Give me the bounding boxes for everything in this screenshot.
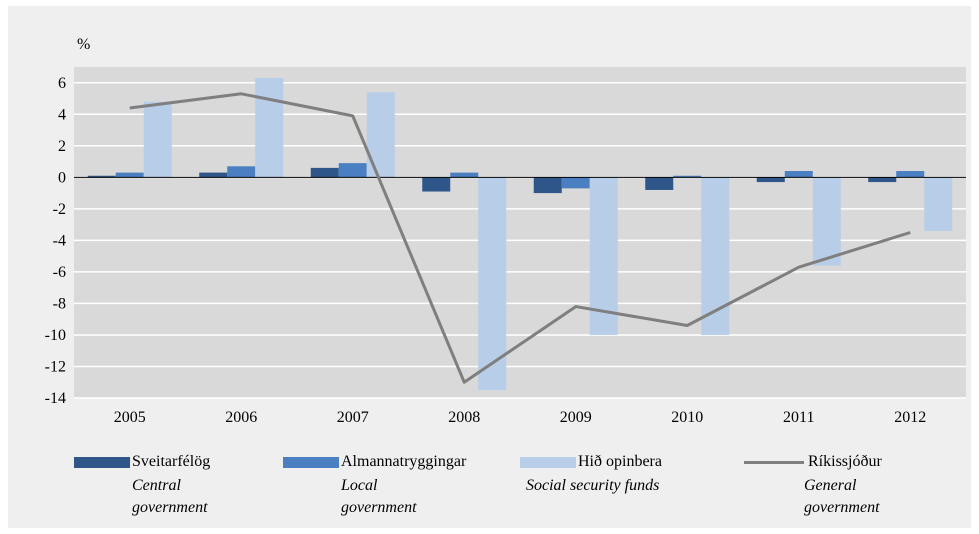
- bar-1-series-2: [115, 172, 144, 178]
- y-tick-label: 0: [58, 169, 66, 186]
- x-tick-label: 2005: [114, 409, 146, 426]
- bar-4-series-1: [422, 177, 451, 192]
- bar-8-series-1: [868, 177, 897, 183]
- y-tick-label: 6: [58, 75, 66, 92]
- legend-sublabel: General government: [804, 477, 880, 516]
- bar-8-series-2: [896, 171, 925, 178]
- bar-6-series-3: [701, 177, 730, 335]
- legend-item-1: Almannatryggingar Local government: [283, 452, 466, 519]
- x-tick-label: 2012: [894, 409, 926, 426]
- bar-5-series-1: [533, 177, 562, 194]
- y-tick-label: -10: [45, 327, 66, 344]
- bar-5-series-2: [561, 177, 590, 189]
- x-tick-label: 2010: [671, 409, 703, 426]
- x-tick-label: 2011: [783, 409, 814, 426]
- x-tick-label: 2007: [337, 409, 369, 426]
- y-tick-label: -12: [45, 358, 66, 375]
- bar-4-series-3: [478, 177, 507, 391]
- legend-sublabel: Central government: [132, 477, 208, 516]
- legend-swatch: [74, 456, 130, 468]
- bar-8-series-3: [924, 177, 953, 231]
- bar-7-series-2: [784, 171, 813, 178]
- chart-plot: % 6 4 2 0 -2 -4 -6 -8 -10 -12 -14 2005 2006 2007 2008 2…: [45, 36, 966, 426]
- legend-swatch: [283, 456, 339, 468]
- y-tick-label: -4: [53, 232, 66, 249]
- bar-1-series-1: [87, 175, 116, 178]
- bar-2-series-2: [227, 166, 256, 178]
- bar-6-series-1: [645, 177, 674, 190]
- x-tick-label: 2008: [448, 409, 480, 426]
- legend-item-2: Hið opinbera Social security funds: [520, 452, 662, 497]
- bar-3-series-3: [366, 92, 395, 178]
- y-tick-label: 4: [58, 106, 66, 123]
- legend-item-0: Sveitarfélög Central government: [74, 452, 210, 519]
- y-tick-label: -2: [53, 201, 66, 218]
- y-tick-label: 2: [58, 138, 66, 155]
- legend-label: Hið opinbera: [578, 453, 662, 470]
- bar-7-series-3: [812, 177, 841, 266]
- legend-sublabel: Social security funds: [526, 477, 660, 494]
- legend-item-3: Ríkissjóður General government: [744, 452, 882, 519]
- legend-swatch: [744, 460, 804, 464]
- bar-3-series-1: [310, 167, 339, 178]
- x-tick-label: 2006: [225, 409, 257, 426]
- y-tick-label: -8: [53, 295, 66, 312]
- bar-7-series-1: [756, 177, 785, 183]
- bar-2-series-3: [255, 78, 284, 178]
- legend-sublabel: Local government: [341, 477, 417, 516]
- bar-2-series-1: [199, 172, 228, 178]
- chart-frame: % 6 4 2 0 -2 -4 -6 -8 -10 -12 -14 2005 2006 2007 2008 2…: [8, 6, 971, 528]
- legend-swatch: [520, 456, 576, 468]
- legend-label: Sveitarfélög: [132, 453, 211, 470]
- y-tick-label: -14: [45, 390, 66, 407]
- line-series-4: [129, 92, 911, 384]
- bar-1-series-3: [143, 101, 172, 178]
- x-tick-label: 2009: [560, 409, 592, 426]
- legend-label: Almannatryggingar: [341, 453, 467, 470]
- bar-3-series-2: [338, 163, 367, 178]
- legend-label: Ríkissjóður: [808, 453, 882, 470]
- y-tick-label: -6: [53, 264, 66, 281]
- bar-4-series-2: [450, 172, 479, 178]
- y-axis-unit-label: %: [77, 36, 90, 53]
- bar-6-series-2: [673, 175, 702, 178]
